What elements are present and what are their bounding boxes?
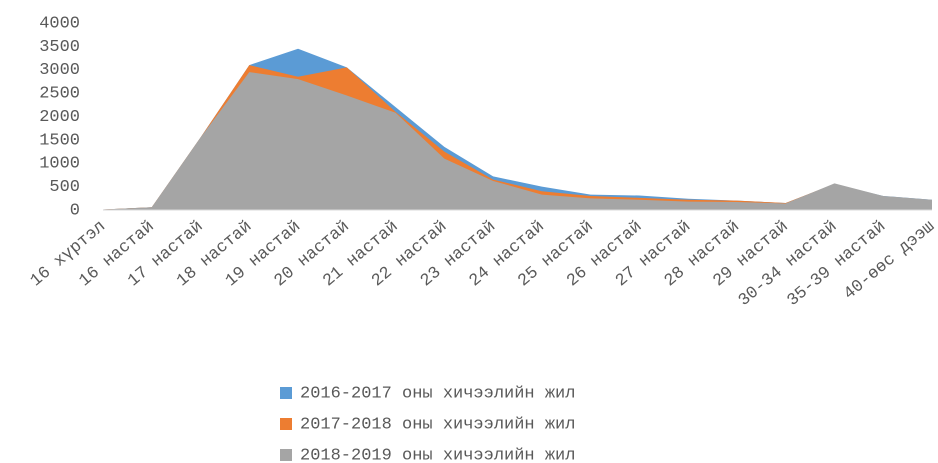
y-tick-label: 1500 — [39, 131, 80, 150]
y-tick-label: 500 — [49, 178, 80, 197]
legend-label: 2018-2019 оны хичээлийн жил — [300, 446, 575, 463]
legend-label: 2017-2018 оны хичээлийн жил — [300, 415, 575, 434]
legend-swatch — [280, 449, 292, 461]
legend-label: 2016-2017 оны хичээлийн жил — [300, 384, 575, 403]
y-tick-label: 4000 — [39, 14, 80, 33]
y-tick-label: 0 — [70, 201, 80, 220]
y-tick-label: 2000 — [39, 108, 80, 127]
area — [103, 72, 932, 211]
legend-swatch — [280, 387, 292, 399]
y-tick-label: 3000 — [39, 61, 80, 80]
y-tick-label: 3500 — [39, 38, 80, 57]
y-tick-label: 1000 — [39, 155, 80, 174]
y-tick-label: 2500 — [39, 85, 80, 104]
legend-swatch — [280, 418, 292, 430]
